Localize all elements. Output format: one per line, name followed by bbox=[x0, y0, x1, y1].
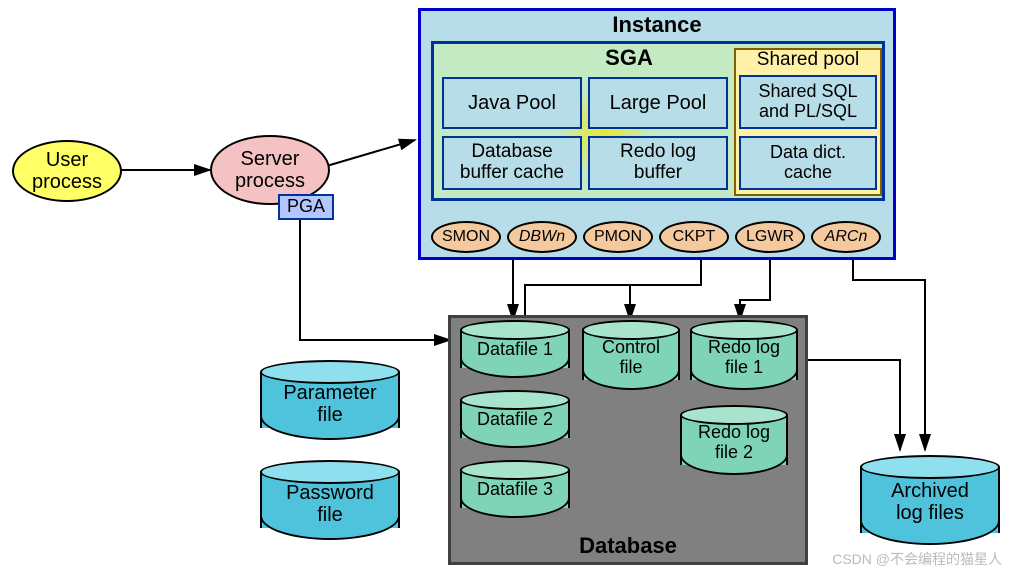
sga-container: SGA Java Pool Large Pool Database buffer… bbox=[431, 41, 885, 201]
shared-pool: Shared pool Shared SQL and PL/SQL Data d… bbox=[734, 48, 882, 196]
java-pool: Java Pool bbox=[442, 77, 582, 129]
database-title: Database bbox=[451, 534, 805, 558]
control-file-cylinder: Control file bbox=[582, 320, 680, 390]
datafile3-cylinder: Datafile 3 bbox=[460, 460, 570, 518]
parameter-file-cylinder: Parameter file bbox=[260, 360, 400, 440]
db-buffer-cache: Database buffer cache bbox=[442, 136, 582, 190]
pmon-process: PMON bbox=[583, 221, 653, 253]
shared-pool-title: Shared pool bbox=[736, 50, 880, 71]
instance-container: Instance SGA Java Pool Large Pool Databa… bbox=[418, 8, 896, 260]
datafile1-cylinder: Datafile 1 bbox=[460, 320, 570, 378]
sga-title: SGA bbox=[579, 46, 679, 70]
data-dict-cache: Data dict. cache bbox=[739, 136, 877, 190]
large-pool: Large Pool bbox=[588, 77, 728, 129]
ckpt-process: CKPT bbox=[659, 221, 729, 253]
password-file-cylinder: Password file bbox=[260, 460, 400, 540]
watermark-text: CSDN @不会编程的猫星人 bbox=[832, 549, 1002, 569]
instance-title: Instance bbox=[421, 13, 893, 37]
pga-box: PGA bbox=[278, 194, 334, 220]
redo1-cylinder: Redo log file 1 bbox=[690, 320, 798, 390]
redo-log-buffer: Redo log buffer bbox=[588, 136, 728, 190]
shared-sql: Shared SQL and PL/SQL bbox=[739, 75, 877, 129]
lgwr-process: LGWR bbox=[735, 221, 805, 253]
datafile2-cylinder: Datafile 2 bbox=[460, 390, 570, 448]
smon-process: SMON bbox=[431, 221, 501, 253]
archived-log-cylinder: Archived log files bbox=[860, 455, 1000, 545]
user-process: User process bbox=[12, 140, 122, 202]
redo2-cylinder: Redo log file 2 bbox=[680, 405, 788, 475]
arcn-process: ARCn bbox=[811, 221, 881, 253]
dbwn-process: DBWn bbox=[507, 221, 577, 253]
